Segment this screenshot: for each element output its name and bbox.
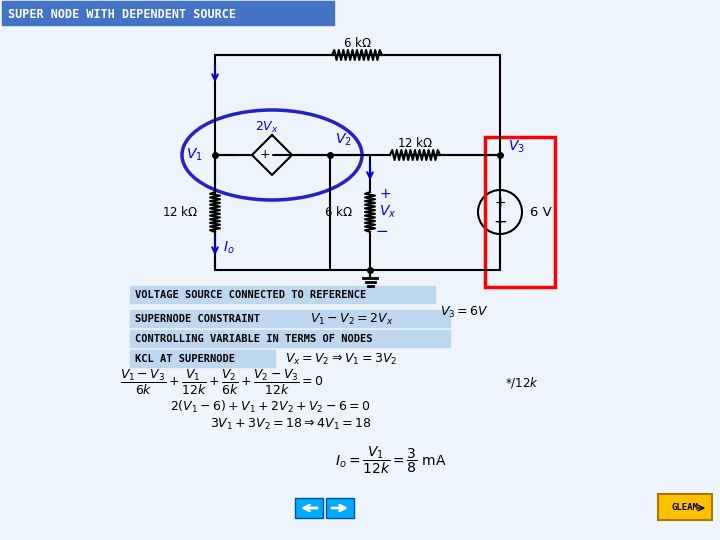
Text: $V_3$: $V_3$	[508, 139, 525, 155]
FancyBboxPatch shape	[326, 498, 354, 518]
FancyBboxPatch shape	[130, 330, 450, 347]
Text: SUPER NODE WITH DEPENDENT SOURCE: SUPER NODE WITH DEPENDENT SOURCE	[8, 8, 236, 21]
FancyBboxPatch shape	[130, 286, 435, 303]
Text: 6 k$\Omega$: 6 k$\Omega$	[343, 36, 372, 50]
Bar	[485, 137, 555, 287]
Text: $2(V_1-6)+V_1+2V_2+V_2-6=0$: $2(V_1-6)+V_1+2V_2+V_2-6=0$	[170, 399, 371, 415]
Text: $V_1 - V_2 = 2V_x$: $V_1 - V_2 = 2V_x$	[310, 312, 393, 327]
Text: GLEAM: GLEAM	[672, 503, 698, 512]
Text: 6 V: 6 V	[530, 206, 552, 219]
Text: $V_3 = 6V$: $V_3 = 6V$	[440, 305, 489, 320]
Text: $\dfrac{V_1 - V_3}{6k} + \dfrac{V_1}{12k} + \dfrac{V_2}{6k} + \dfrac{V_2 - V_3}{: $\dfrac{V_1 - V_3}{6k} + \dfrac{V_1}{12k…	[120, 368, 324, 396]
FancyBboxPatch shape	[658, 494, 712, 520]
FancyBboxPatch shape	[130, 310, 450, 327]
Text: −: −	[493, 213, 507, 231]
Text: 6 k$\Omega$: 6 k$\Omega$	[324, 205, 352, 219]
Text: $3V_1+3V_2=18 \Rightarrow 4V_1=18$: $3V_1+3V_2=18 \Rightarrow 4V_1=18$	[210, 416, 372, 431]
Text: KCL AT SUPERNODE: KCL AT SUPERNODE	[135, 354, 235, 364]
Text: +: +	[494, 196, 506, 210]
FancyBboxPatch shape	[2, 1, 334, 25]
Text: 12 k$\Omega$: 12 k$\Omega$	[162, 205, 198, 219]
Text: +: +	[379, 187, 391, 201]
Text: −: −	[376, 225, 388, 240]
FancyBboxPatch shape	[295, 498, 323, 518]
Text: SUPERNODE CONSTRAINT: SUPERNODE CONSTRAINT	[135, 314, 260, 324]
Text: VOLTAGE SOURCE CONNECTED TO REFERENCE: VOLTAGE SOURCE CONNECTED TO REFERENCE	[135, 290, 366, 300]
Text: CONTROLLING VARIABLE IN TERMS OF NODES: CONTROLLING VARIABLE IN TERMS OF NODES	[135, 334, 372, 344]
Text: $I_o$: $I_o$	[223, 240, 235, 256]
Text: $*/12k$: $*/12k$	[505, 375, 539, 389]
Text: $V_1$: $V_1$	[186, 147, 203, 163]
Text: 12 k$\Omega$: 12 k$\Omega$	[397, 136, 433, 150]
Text: +: +	[260, 148, 270, 161]
Text: $V_2$: $V_2$	[335, 132, 351, 148]
Text: $2V_x$: $2V_x$	[255, 119, 279, 134]
Text: $I_o = \dfrac{V_1}{12k} = \dfrac{3}{8}\ \mathrm{mA}$: $I_o = \dfrac{V_1}{12k} = \dfrac{3}{8}\ …	[335, 444, 447, 476]
Text: −: −	[273, 147, 285, 163]
Text: $V_x$: $V_x$	[379, 204, 397, 220]
FancyBboxPatch shape	[130, 350, 275, 367]
Text: $V_x = V_2 \Rightarrow V_1 = 3V_2$: $V_x = V_2 \Rightarrow V_1 = 3V_2$	[285, 352, 397, 367]
